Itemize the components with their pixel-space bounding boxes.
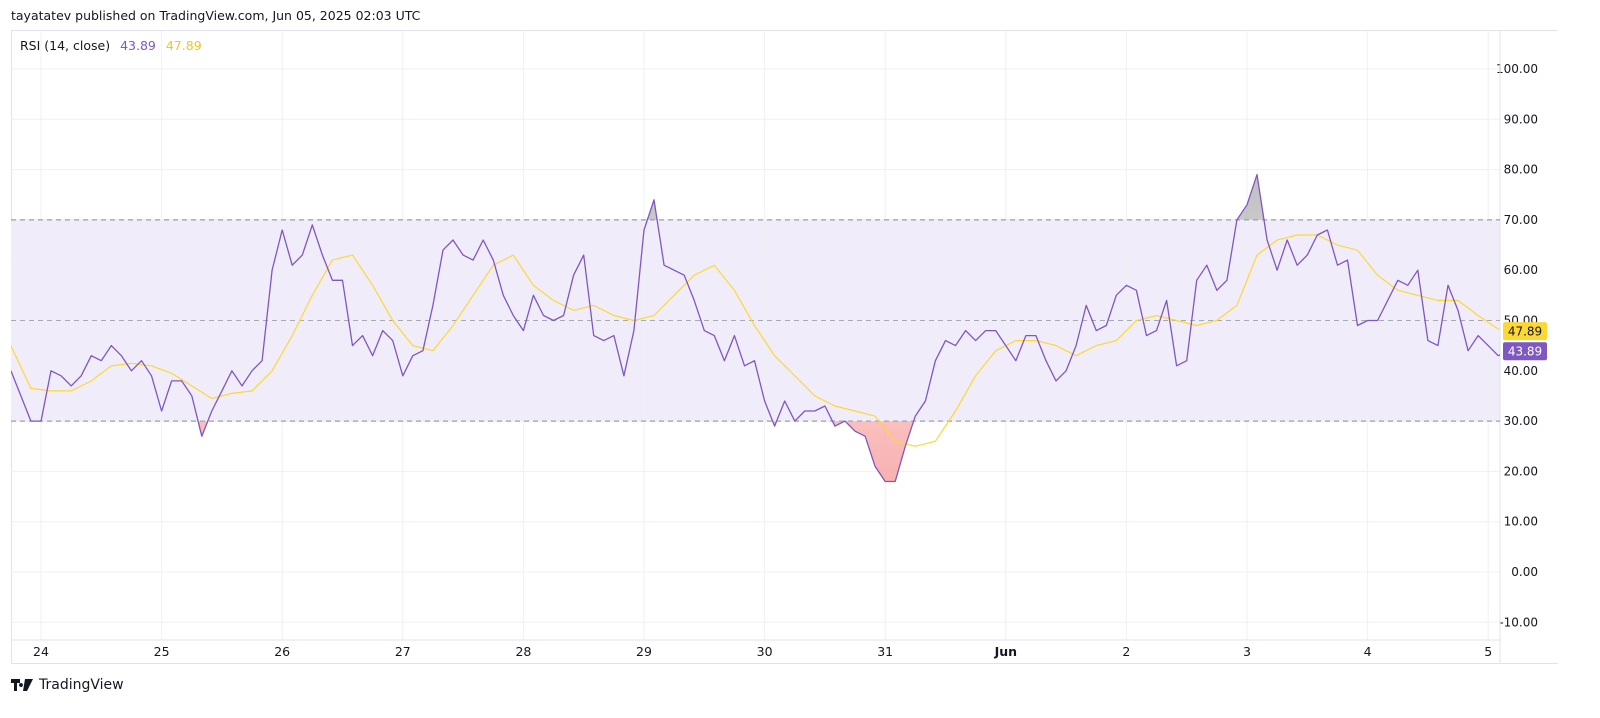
logo-text: TradingView	[39, 677, 124, 693]
x-tick-label: 24	[33, 644, 49, 659]
y-tick-label: 100.00	[1496, 62, 1538, 76]
ma-last-value-label-bg	[1503, 322, 1547, 341]
x-tick-label: 26	[274, 644, 290, 659]
rsi-value: 43.89	[120, 38, 156, 53]
x-tick-label: 25	[154, 644, 170, 659]
y-tick-label: -10.00	[1499, 615, 1538, 629]
tradingview-logo-icon	[11, 679, 33, 691]
tradingview-logo[interactable]: TradingView	[11, 677, 124, 693]
ma-line	[11, 234, 1500, 447]
rsi-last-value-label-bg	[1503, 342, 1547, 361]
x-tick-label: 30	[757, 644, 773, 659]
x-tick-label: 5	[1484, 644, 1492, 659]
y-tick-label: 10.00	[1504, 515, 1538, 529]
x-tick-label: 31	[877, 644, 893, 659]
y-tick-label: 0.00	[1511, 565, 1538, 579]
ma-value: 47.89	[165, 38, 202, 53]
published-caption: tayatatev published on TradingView.com, …	[11, 8, 421, 23]
rsi-line	[11, 173, 1500, 483]
x-tick-label: 28	[515, 644, 531, 659]
indicator-legend[interactable]: RSI (14, close) 43.89 47.89	[20, 38, 208, 53]
y-tick-label: 70.00	[1504, 213, 1538, 227]
x-tick-label: 3	[1243, 644, 1251, 659]
x-tick-label: 27	[395, 644, 411, 659]
y-tick-label: 20.00	[1504, 464, 1538, 478]
y-tick-label: 80.00	[1504, 163, 1538, 177]
indicator-name: RSI (14, close)	[20, 38, 111, 53]
series-group	[11, 173, 1500, 483]
x-tick-label: 4	[1364, 644, 1372, 659]
y-tick-label: 30.00	[1504, 414, 1538, 428]
x-tick-label: 29	[636, 644, 652, 659]
y-tick-label: 40.00	[1504, 364, 1538, 378]
x-tick-label: 2	[1122, 644, 1130, 659]
y-tick-label: 60.00	[1504, 263, 1538, 277]
x-tick-label: Jun	[994, 644, 1017, 659]
ma-last-value-label: 47.89	[1508, 325, 1542, 339]
y-tick-label: 90.00	[1504, 112, 1538, 126]
rsi-last-value-label: 43.89	[1508, 345, 1542, 359]
